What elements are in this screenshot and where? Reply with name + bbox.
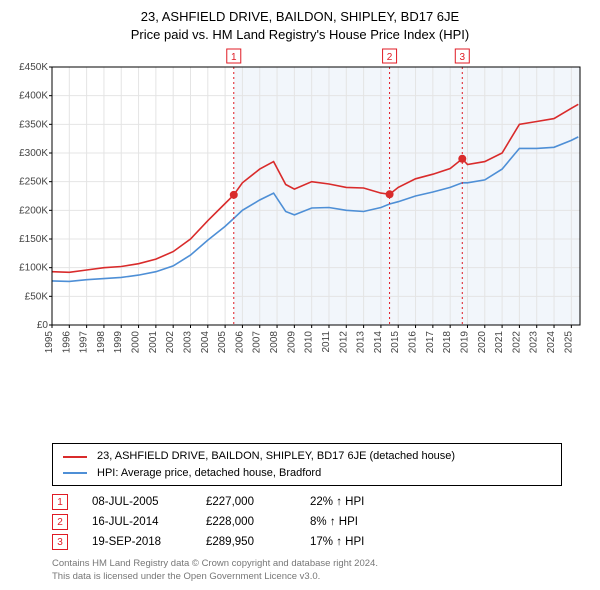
- svg-text:1999: 1999: [113, 331, 124, 354]
- legend-item: HPI: Average price, detached house, Brad…: [63, 465, 551, 482]
- svg-text:£400K: £400K: [19, 91, 48, 102]
- svg-text:2014: 2014: [373, 331, 384, 354]
- svg-text:2003: 2003: [182, 331, 193, 354]
- svg-text:1997: 1997: [79, 331, 90, 354]
- sale-delta: 22% ↑ HPI: [310, 496, 390, 508]
- svg-text:£150K: £150K: [19, 234, 48, 245]
- svg-text:2011: 2011: [321, 331, 332, 353]
- svg-text:£50K: £50K: [25, 291, 49, 302]
- svg-text:2017: 2017: [425, 331, 436, 354]
- svg-text:2008: 2008: [269, 331, 280, 354]
- svg-text:£250K: £250K: [19, 177, 48, 188]
- legend: 23, ASHFIELD DRIVE, BAILDON, SHIPLEY, BD…: [52, 443, 562, 486]
- svg-text:1: 1: [231, 52, 237, 63]
- svg-text:1995: 1995: [44, 331, 55, 354]
- svg-text:1996: 1996: [61, 331, 72, 354]
- svg-text:2005: 2005: [217, 331, 228, 354]
- chart: £0 £50K £100K £150K £200K £250K £300K £350K £400…: [10, 47, 590, 443]
- title-line2: Price paid vs. HM Land Registry's House …: [10, 26, 590, 44]
- svg-text:2004: 2004: [200, 331, 211, 354]
- footnote-line: This data is licensed under the Open Gov…: [52, 571, 562, 584]
- svg-text:£450K: £450K: [19, 62, 48, 73]
- sale-date: 19-SEP-2018: [92, 536, 182, 548]
- chart-title: 23, ASHFIELD DRIVE, BAILDON, SHIPLEY, BD…: [10, 8, 590, 43]
- svg-text:3: 3: [460, 52, 466, 63]
- svg-text:2007: 2007: [252, 331, 263, 354]
- legend-item: 23, ASHFIELD DRIVE, BAILDON, SHIPLEY, BD…: [63, 448, 551, 465]
- svg-text:2: 2: [387, 52, 393, 63]
- svg-text:2006: 2006: [234, 331, 245, 354]
- svg-text:2010: 2010: [304, 331, 315, 354]
- sale-row: 3 19-SEP-2018 £289,950 17% ↑ HPI: [52, 532, 562, 552]
- svg-text:2000: 2000: [131, 331, 142, 354]
- svg-text:2015: 2015: [390, 331, 401, 354]
- svg-text:2024: 2024: [546, 331, 557, 354]
- sale-row: 2 16-JUL-2014 £228,000 8% ↑ HPI: [52, 512, 562, 532]
- svg-text:2019: 2019: [459, 331, 470, 354]
- sale-price: £228,000: [206, 516, 286, 528]
- chart-svg: £0 £50K £100K £150K £200K £250K £300K £350K £400…: [10, 47, 590, 367]
- svg-text:2002: 2002: [165, 331, 176, 354]
- sale-row: 1 08-JUL-2005 £227,000 22% ↑ HPI: [52, 492, 562, 512]
- svg-text:2022: 2022: [511, 331, 522, 354]
- svg-text:£0: £0: [37, 320, 49, 331]
- sale-marker-icon: 3: [52, 534, 68, 550]
- sale-delta: 8% ↑ HPI: [310, 516, 390, 528]
- sale-marker-icon: 1: [52, 494, 68, 510]
- sale-date: 08-JUL-2005: [92, 496, 182, 508]
- sale-price: £289,950: [206, 536, 286, 548]
- svg-text:2021: 2021: [494, 331, 505, 354]
- legend-swatch: [63, 456, 87, 458]
- svg-text:2023: 2023: [529, 331, 540, 354]
- legend-label: HPI: Average price, detached house, Brad…: [97, 465, 321, 482]
- svg-text:2013: 2013: [356, 331, 367, 354]
- sale-delta: 17% ↑ HPI: [310, 536, 390, 548]
- svg-text:2001: 2001: [148, 331, 159, 354]
- svg-text:2025: 2025: [563, 331, 574, 354]
- svg-text:2018: 2018: [442, 331, 453, 354]
- svg-text:2020: 2020: [477, 331, 488, 354]
- sale-marker-icon: 2: [52, 514, 68, 530]
- svg-text:2016: 2016: [408, 331, 419, 354]
- sale-price: £227,000: [206, 496, 286, 508]
- footnote-line: Contains HM Land Registry data © Crown c…: [52, 558, 562, 571]
- legend-swatch: [63, 472, 87, 474]
- svg-text:2009: 2009: [286, 331, 297, 354]
- footnote: Contains HM Land Registry data © Crown c…: [52, 558, 562, 584]
- svg-text:2012: 2012: [338, 331, 349, 354]
- sales-table: 1 08-JUL-2005 £227,000 22% ↑ HPI 2 16-JU…: [52, 492, 562, 552]
- svg-text:1998: 1998: [96, 331, 107, 354]
- sale-date: 16-JUL-2014: [92, 516, 182, 528]
- svg-text:£100K: £100K: [19, 263, 48, 274]
- svg-text:£350K: £350K: [19, 119, 48, 130]
- legend-label: 23, ASHFIELD DRIVE, BAILDON, SHIPLEY, BD…: [97, 448, 455, 465]
- title-line1: 23, ASHFIELD DRIVE, BAILDON, SHIPLEY, BD…: [10, 8, 590, 26]
- svg-text:£200K: £200K: [19, 205, 48, 216]
- svg-text:£300K: £300K: [19, 148, 48, 159]
